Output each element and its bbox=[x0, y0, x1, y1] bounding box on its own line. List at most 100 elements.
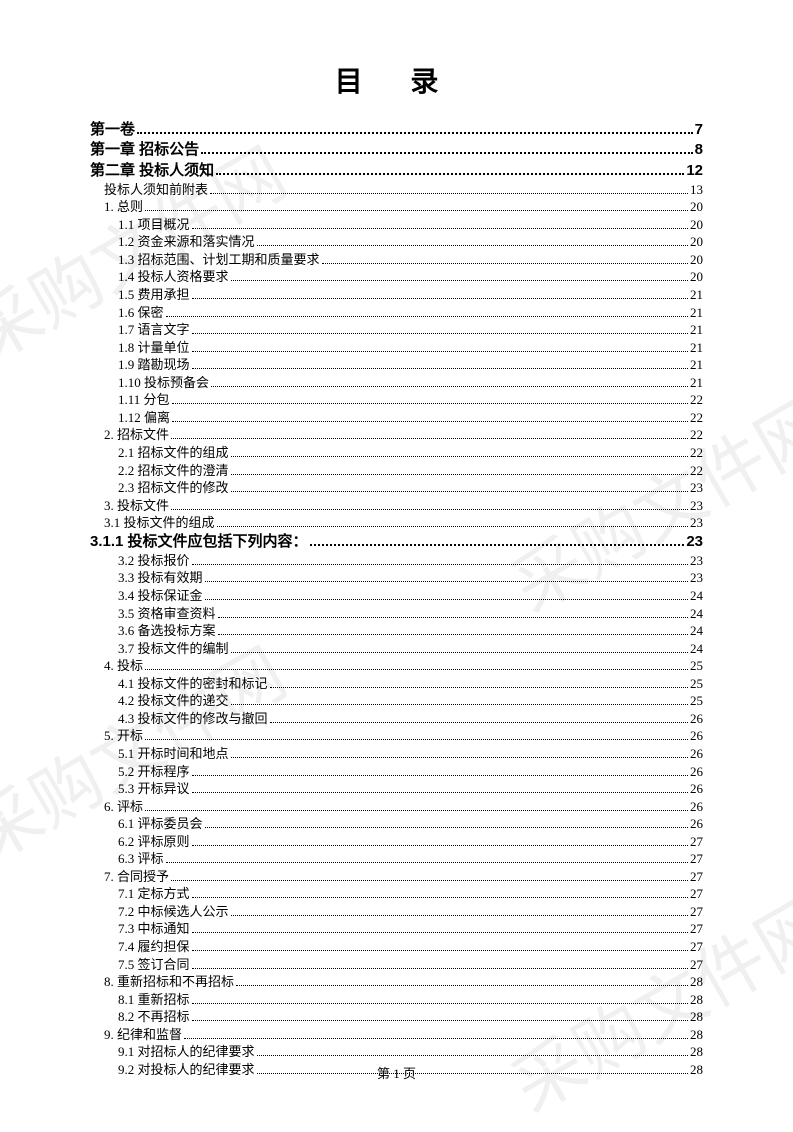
toc-leader-dots bbox=[145, 660, 688, 670]
toc-page-number: 7 bbox=[695, 120, 703, 140]
toc-label: 1.12 偏离 bbox=[118, 409, 170, 427]
toc-label: 2. 招标文件 bbox=[104, 426, 169, 444]
toc-label: 5.3 开标异议 bbox=[118, 780, 190, 798]
toc-leader-dots bbox=[322, 254, 688, 264]
toc-page-number: 20 bbox=[690, 216, 703, 234]
toc-leader-dots bbox=[171, 499, 688, 509]
toc-page-number: 20 bbox=[690, 251, 703, 269]
toc-page-number: 25 bbox=[690, 692, 703, 710]
toc-page-number: 28 bbox=[690, 991, 703, 1009]
toc-label: 1.11 分包 bbox=[118, 391, 170, 409]
toc-page-number: 20 bbox=[690, 268, 703, 286]
toc-leader-dots bbox=[192, 941, 688, 951]
toc-page-number: 21 bbox=[690, 286, 703, 304]
toc-leader-dots bbox=[231, 464, 688, 474]
toc-label: 7. 合同授予 bbox=[104, 868, 169, 886]
toc-leader-dots bbox=[137, 122, 693, 134]
toc-label: 1.3 招标范围、计划工期和质量要求 bbox=[118, 251, 320, 269]
toc-page-number: 25 bbox=[690, 657, 703, 675]
toc-label: 1.4 投标人资格要求 bbox=[118, 268, 229, 286]
toc-leader-dots bbox=[171, 870, 688, 880]
toc-leader-dots bbox=[205, 572, 688, 582]
toc-page-number: 21 bbox=[690, 374, 703, 392]
toc-label: 7.4 履约担保 bbox=[118, 938, 190, 956]
toc-entry: 1.11 分包22 bbox=[118, 391, 703, 409]
toc-page-number: 23 bbox=[690, 552, 703, 570]
toc-page-number: 22 bbox=[690, 462, 703, 480]
toc-entry: 1.12 偏离 22 bbox=[118, 409, 703, 427]
toc-leader-dots bbox=[231, 905, 688, 915]
toc-page-number: 24 bbox=[690, 640, 703, 658]
toc-page-number: 20 bbox=[690, 233, 703, 251]
toc-entry: 3. 投标文件23 bbox=[104, 497, 703, 515]
toc-entry: 3.3 投标有效期23 bbox=[118, 569, 703, 587]
toc-label: 第一卷 bbox=[90, 120, 135, 140]
toc-entry: 4. 投标25 bbox=[104, 657, 703, 675]
toc-leader-dots bbox=[145, 730, 688, 740]
toc-entry: 9.1 对招标人的纪律要求28 bbox=[118, 1043, 703, 1061]
toc-leader-dots bbox=[231, 271, 688, 281]
toc-leader-dots bbox=[192, 765, 688, 775]
toc-page-number: 21 bbox=[690, 339, 703, 357]
toc-entry: 1.6 保密21 bbox=[118, 304, 703, 322]
toc-leader-dots bbox=[192, 324, 688, 334]
toc-entry: 4.1 投标文件的密封和标记25 bbox=[118, 675, 703, 693]
toc-leader-dots bbox=[205, 818, 688, 828]
toc-entry: 2. 招标文件22 bbox=[104, 426, 703, 444]
toc-label: 7.1 定标方式 bbox=[118, 885, 190, 903]
toc-entry: 9.2 对投标人的纪律要求28 bbox=[118, 1061, 703, 1079]
toc-label: 3.4 投标保证金 bbox=[118, 587, 203, 605]
toc-label: 3. 投标文件 bbox=[104, 497, 169, 515]
toc-leader-dots bbox=[310, 534, 685, 546]
toc-leader-dots bbox=[218, 607, 688, 617]
toc-label: 3.6 备选投标方案 bbox=[118, 622, 216, 640]
toc-leader-dots bbox=[231, 748, 688, 758]
toc-label: 3.5 资格审查资料 bbox=[118, 605, 216, 623]
toc-label: 2.3 招标文件的修改 bbox=[118, 479, 229, 497]
toc-entry: 6.2 评标原则27 bbox=[118, 833, 703, 851]
toc-label: 8.1 重新招标 bbox=[118, 991, 190, 1009]
toc-leader-dots bbox=[192, 289, 688, 299]
toc-label: 1.8 计量单位 bbox=[118, 339, 190, 357]
toc-label: 4.2 投标文件的递交 bbox=[118, 692, 229, 710]
toc-entry: 7.3 中标通知27 bbox=[118, 920, 703, 938]
toc-leader-dots bbox=[211, 376, 688, 386]
toc-page-number: 22 bbox=[690, 409, 703, 427]
toc-page-number: 26 bbox=[690, 763, 703, 781]
toc-label: 1.9 踏勘现场 bbox=[118, 356, 190, 374]
toc-page-number: 26 bbox=[690, 798, 703, 816]
toc-leader-dots bbox=[192, 888, 688, 898]
toc-entry: 6.1 评标委员会26 bbox=[118, 815, 703, 833]
toc-entry: 4.3 投标文件的修改与撤回26 bbox=[118, 710, 703, 728]
toc-entry: 8.1 重新招标 28 bbox=[118, 991, 703, 1009]
toc-leader-dots bbox=[172, 394, 688, 404]
toc-leader-dots bbox=[192, 783, 688, 793]
toc-leader-dots bbox=[257, 1046, 688, 1056]
toc-leader-dots bbox=[217, 517, 688, 527]
toc-leader-dots bbox=[184, 1028, 688, 1038]
toc-leader-dots bbox=[231, 482, 688, 492]
toc-label: 第二章 投标人须知 bbox=[90, 161, 214, 181]
toc-page-number: 27 bbox=[690, 833, 703, 851]
toc-label: 3.1 投标文件的组成 bbox=[104, 514, 215, 532]
toc-leader-dots bbox=[192, 958, 688, 968]
toc-label: 2.2 招标文件的澄清 bbox=[118, 462, 229, 480]
toc-leader-dots bbox=[218, 625, 688, 635]
toc-entry: 2.1 招标文件的组成22 bbox=[118, 444, 703, 462]
toc-entry: 1.2 资金来源和落实情况20 bbox=[118, 233, 703, 251]
toc-page-number: 24 bbox=[690, 622, 703, 640]
toc-entry: 6. 评标26 bbox=[104, 798, 703, 816]
toc-leader-dots bbox=[201, 142, 692, 154]
toc-label: 6.3 评标 bbox=[118, 850, 164, 868]
toc-page-number: 28 bbox=[690, 1026, 703, 1044]
toc-label: 9.1 对招标人的纪律要求 bbox=[118, 1043, 255, 1061]
toc-leader-dots bbox=[192, 555, 688, 565]
toc-leader-dots bbox=[192, 359, 688, 369]
toc-entry: 5.3 开标异议26 bbox=[118, 780, 703, 798]
toc-leader-dots bbox=[192, 993, 688, 1003]
toc-entry: 3.1.1 投标文件应包括下列内容：23 bbox=[90, 532, 703, 552]
toc-leader-dots bbox=[231, 447, 688, 457]
toc-leader-dots bbox=[172, 411, 688, 421]
toc-label: 3.3 投标有效期 bbox=[118, 569, 203, 587]
toc-page-number: 23 bbox=[686, 532, 703, 552]
